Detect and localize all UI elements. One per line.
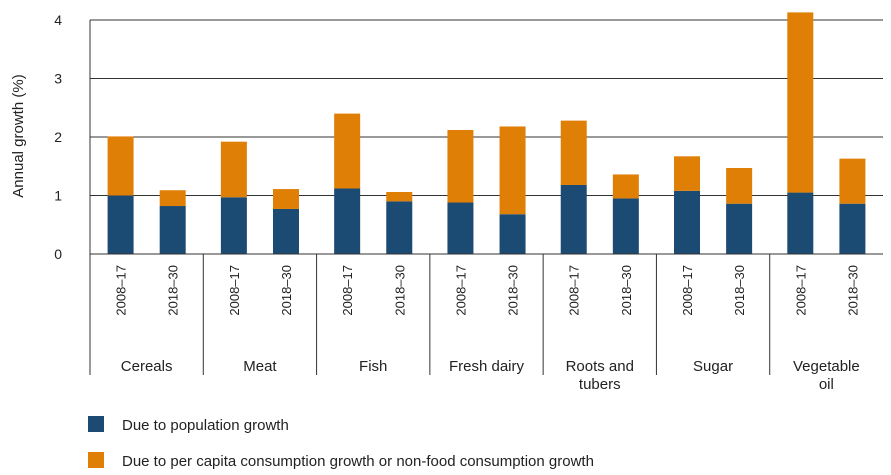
bar-per-capita bbox=[674, 156, 701, 191]
legend-label: Due to population growth bbox=[122, 417, 289, 434]
group-label: Fish bbox=[359, 358, 387, 375]
bar-population bbox=[499, 214, 526, 254]
bar-per-capita bbox=[839, 158, 866, 204]
bar-per-capita bbox=[386, 191, 413, 202]
bar-per-capita bbox=[499, 126, 526, 215]
bar-population bbox=[839, 203, 866, 254]
group-label: Sugar bbox=[693, 358, 733, 375]
y-tick-label: 1 bbox=[54, 188, 62, 204]
bar-population bbox=[220, 197, 247, 254]
bar-population bbox=[612, 198, 639, 254]
period-label: 2018–30 bbox=[845, 265, 860, 316]
bar-per-capita bbox=[107, 136, 134, 196]
bar-population bbox=[674, 190, 701, 254]
y-axis-label: Annual growth (%) bbox=[10, 74, 27, 197]
period-label: 2018–30 bbox=[392, 265, 407, 316]
bar-per-capita bbox=[787, 12, 814, 193]
bar-per-capita bbox=[560, 120, 587, 185]
period-label: 2008–17 bbox=[567, 265, 582, 316]
bar-population bbox=[787, 192, 814, 254]
bar-population bbox=[726, 203, 753, 254]
bar-population bbox=[272, 208, 299, 254]
legend-swatch bbox=[88, 452, 104, 468]
period-label: 2008–17 bbox=[793, 265, 808, 316]
bar-per-capita bbox=[447, 129, 474, 203]
period-label: 2008–17 bbox=[680, 265, 695, 316]
period-label: 2018–30 bbox=[279, 265, 294, 316]
axes bbox=[89, 20, 883, 375]
period-label: 2018–30 bbox=[619, 265, 634, 316]
period-label: 2018–30 bbox=[506, 265, 521, 316]
period-label: 2008–17 bbox=[340, 265, 355, 316]
bar-per-capita bbox=[272, 189, 299, 209]
y-tick-label: 4 bbox=[54, 12, 62, 28]
group-label: Fresh dairy bbox=[449, 358, 525, 375]
bar-per-capita bbox=[726, 168, 753, 204]
bar-per-capita bbox=[334, 113, 361, 189]
y-tick-label: 0 bbox=[54, 246, 62, 262]
bar-per-capita bbox=[220, 141, 247, 198]
bar-population bbox=[386, 201, 413, 254]
period-label: 2018–30 bbox=[166, 265, 181, 316]
legend-swatch bbox=[88, 416, 104, 432]
x-category-labels: 2008–17 2018–30 Cereals 2008–17 2018–30 Meat 2… bbox=[114, 265, 861, 393]
group-label: Vegetable oil bbox=[793, 358, 860, 393]
legend: Due to population growth Due to per capit… bbox=[88, 416, 594, 470]
group-label: Cereals bbox=[121, 358, 173, 375]
bar-population bbox=[447, 202, 474, 254]
bar-per-capita bbox=[612, 174, 639, 199]
bar-per-capita bbox=[159, 190, 186, 207]
group-label: Meat bbox=[243, 358, 277, 375]
y-tick-label: 2 bbox=[54, 129, 62, 145]
group-label: Roots and tubers bbox=[566, 358, 634, 393]
bar-population bbox=[334, 188, 361, 254]
grid-lines bbox=[90, 19, 883, 196]
period-label: 2008–17 bbox=[114, 265, 129, 316]
bars bbox=[107, 12, 866, 254]
y-tick-label: 3 bbox=[54, 71, 62, 87]
period-label: 2008–17 bbox=[227, 265, 242, 316]
period-label: 2008–17 bbox=[453, 265, 468, 316]
bar-population bbox=[560, 184, 587, 254]
y-tick-labels: 0 1 2 3 4 bbox=[54, 12, 62, 262]
bar-population bbox=[107, 195, 134, 254]
legend-label: Due to per capita consumption growth or … bbox=[122, 453, 594, 470]
period-label: 2018–30 bbox=[732, 265, 747, 316]
bar-population bbox=[159, 206, 186, 254]
